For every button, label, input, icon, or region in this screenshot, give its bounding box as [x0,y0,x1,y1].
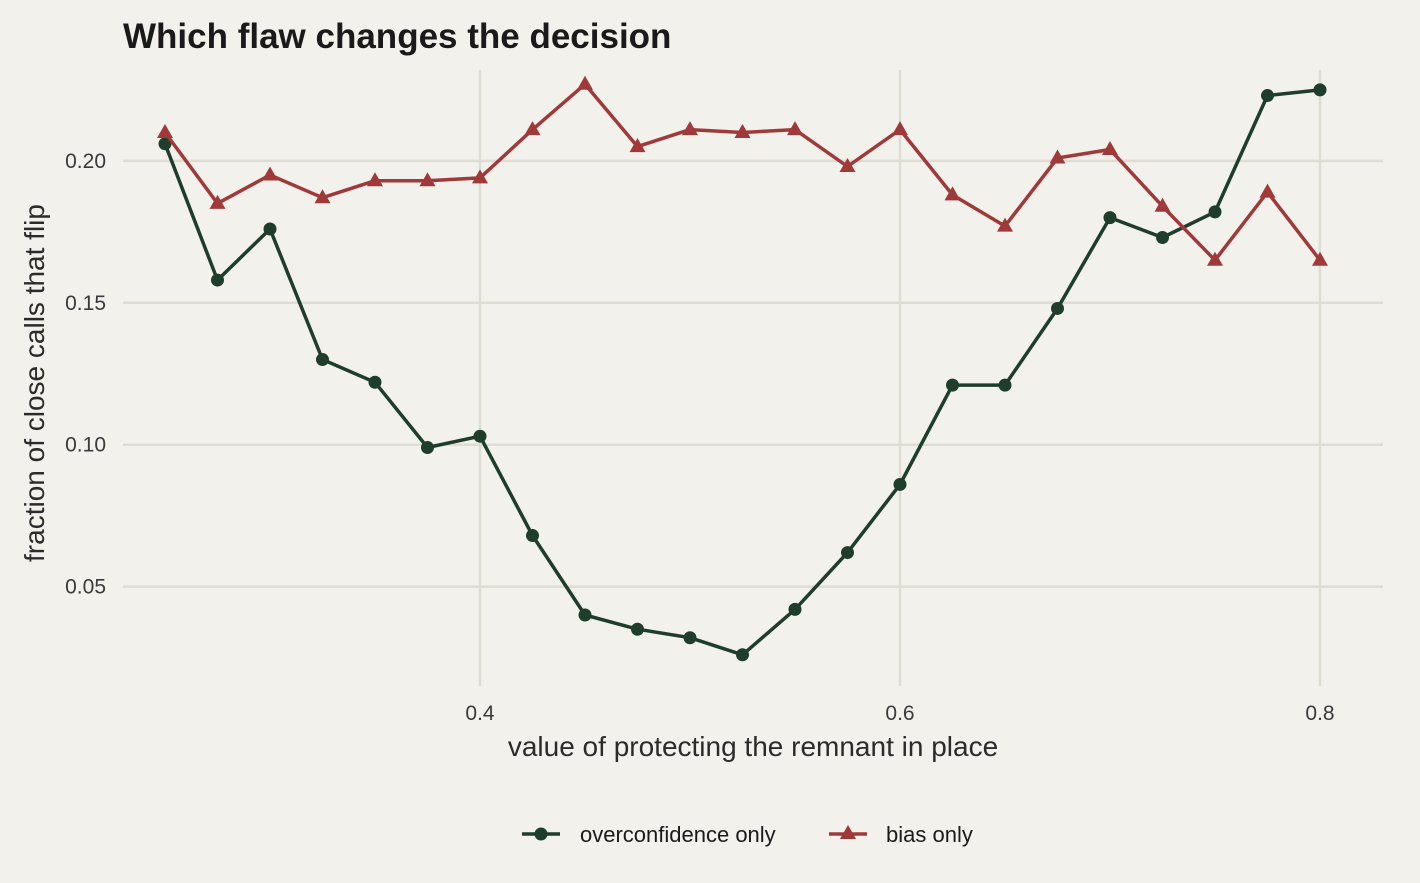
data-point-overconfidence-only [1261,89,1274,103]
data-point-overconfidence-only [1313,83,1327,97]
plot-series [157,75,1328,662]
legend-marker-triangle-icon [840,825,856,839]
data-point-bias-only [367,172,383,187]
x-tick-label: 0.8 [1305,702,1334,725]
data-point-overconfidence-only [683,631,697,645]
chart-title: Which flaw changes the decision [123,17,671,56]
data-point-bias-only [682,121,698,136]
x-tick-label: 0.4 [465,702,495,725]
data-point-bias-only [839,158,856,173]
y-tick-label: 0.05 [65,576,106,599]
y-axis-title: fraction of close calls that flip [19,204,50,562]
y-tick-label: 0.15 [65,292,106,315]
data-point-overconfidence-only [998,378,1012,392]
x-tick-label: 0.6 [885,702,914,725]
series-bias-only [157,75,1328,266]
data-point-overconfidence-only [788,602,802,616]
data-point-overconfidence-only [368,375,382,389]
x-axis-title: value of protecting the remnant in place [508,731,998,762]
data-point-bias-only [1312,251,1328,266]
data-point-overconfidence-only [736,648,749,662]
data-point-bias-only [892,121,908,136]
data-point-overconfidence-only [316,353,329,367]
data-point-bias-only [577,75,593,90]
data-point-bias-only [1049,149,1066,164]
data-point-overconfidence-only [211,273,224,287]
legend-item-bias: bias only [829,822,973,847]
data-point-overconfidence-only [893,477,907,491]
legend-item-overconfidence: overconfidence only [522,822,776,847]
data-point-bias-only [734,123,751,138]
data-point-bias-only [472,169,488,184]
legend-label-bias: bias only [886,822,973,847]
data-point-overconfidence-only [578,608,592,622]
tick-labels: 0.05 0.10 0.15 0.20 0.4 0.6 0.8 [65,150,1334,725]
data-point-overconfidence-only [1208,205,1222,219]
data-point-overconfidence-only [158,137,172,151]
data-point-overconfidence-only [421,441,434,455]
data-point-overconfidence-only [473,429,487,443]
legend-label-overconfidence: overconfidence only [580,822,776,847]
grid-lines [123,70,1383,686]
data-point-bias-only [209,194,226,209]
data-point-bias-only [944,186,961,201]
data-point-overconfidence-only [841,546,854,560]
y-tick-label: 0.10 [65,434,106,457]
data-point-bias-only [262,166,278,181]
data-point-bias-only [1102,140,1118,155]
data-point-bias-only [419,172,436,187]
data-point-bias-only [1154,197,1171,212]
legend-marker-circle-icon [534,827,548,841]
data-point-bias-only [1207,251,1223,266]
data-point-overconfidence-only [526,529,539,543]
data-point-overconfidence-only [946,378,959,392]
data-point-bias-only [629,138,646,153]
data-point-overconfidence-only [1156,230,1169,244]
data-point-bias-only [157,123,173,138]
data-point-bias-only [524,121,541,136]
data-point-bias-only [1259,183,1276,198]
data-point-overconfidence-only [631,622,644,636]
data-point-bias-only [787,121,803,136]
data-point-bias-only [997,217,1013,232]
data-point-bias-only [314,189,331,204]
data-point-overconfidence-only [1051,301,1064,315]
data-point-overconfidence-only [1103,211,1117,225]
y-tick-label: 0.20 [65,150,106,173]
legend: overconfidence only bias only [522,822,973,847]
data-point-overconfidence-only [263,222,277,236]
series-overconfidence-only [158,83,1327,662]
